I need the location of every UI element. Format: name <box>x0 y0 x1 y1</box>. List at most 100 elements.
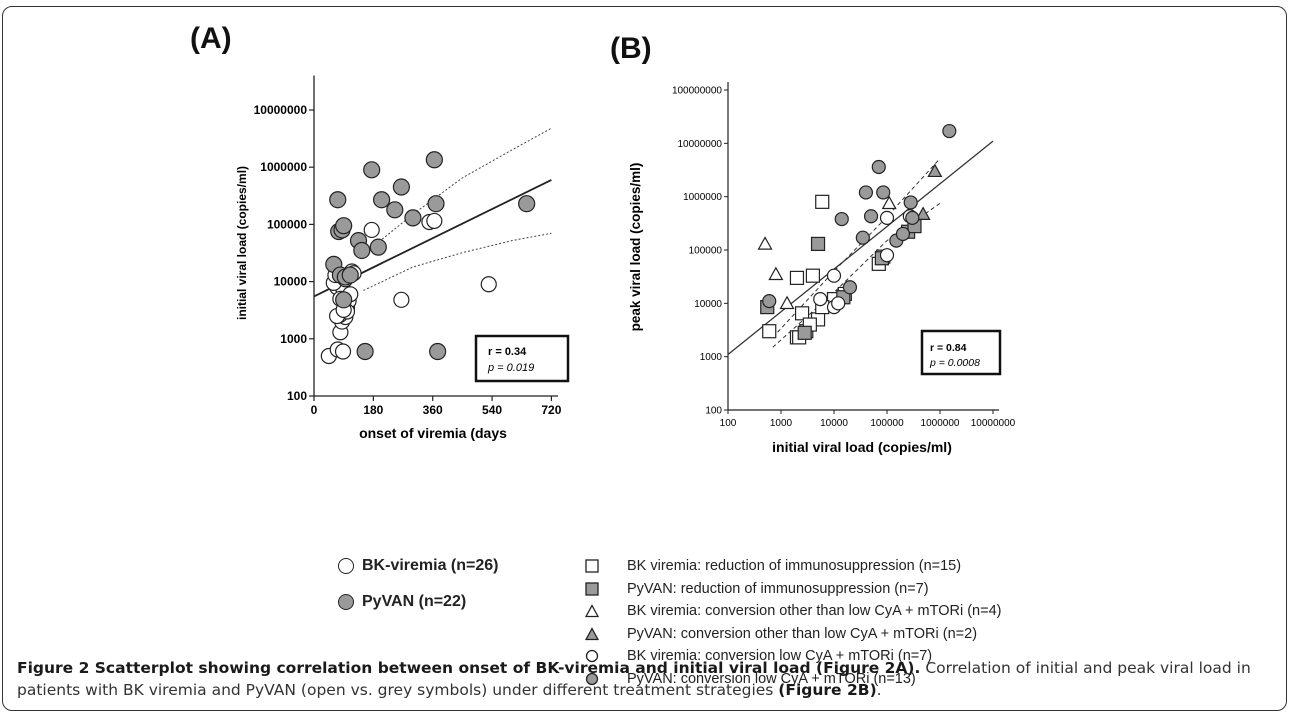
chart-a-point <box>392 178 410 196</box>
chart-b-point <box>942 123 957 139</box>
legend-a-label: BK-viremia (n=26) <box>362 557 499 574</box>
chart-a-point <box>372 191 391 209</box>
legend-b-label: PyVAN: conversion other than low CyA + m… <box>627 625 978 642</box>
chart-a-point <box>480 276 497 293</box>
chart-b-y-tick-label: 100000000 <box>672 86 722 97</box>
chart-a-xlabel: onset of viremia (days <box>359 425 507 441</box>
chart-a-point <box>363 161 381 179</box>
figure-frame <box>2 6 1287 711</box>
chart-a-x-tick-label: 180 <box>363 403 383 417</box>
chart-b-point <box>826 268 842 283</box>
chart-a-x-tick-label: 360 <box>423 403 443 417</box>
chart-a-stat-r: r = 0.34 <box>488 346 527 358</box>
chart-a-y-tick-label: 100000 <box>267 217 307 231</box>
chart-a-point <box>335 217 353 235</box>
chart-b-x-tick-label: 10000 <box>820 418 848 429</box>
chart-a-point <box>429 342 447 361</box>
chart-b-y-tick-label: 100 <box>705 406 722 417</box>
legend-b-item: PyVAN: reduction of immunosuppression (n… <box>585 578 1001 601</box>
legend-b-item: PyVAN: conversion other than low CyA + m… <box>585 623 1001 646</box>
chart-a-point <box>356 342 374 361</box>
chart-a-stat-p: p = 0.019 <box>487 362 534 374</box>
chart-a-point <box>386 201 404 219</box>
chart-b-point <box>797 325 812 340</box>
chart-b-point <box>768 266 784 281</box>
chart-b-x-tick-label: 100000 <box>870 418 904 429</box>
legend-b-label: PyVAN: reduction of immunosuppression (n… <box>627 580 929 597</box>
chart-b-stats-box <box>920 329 1002 376</box>
chart-b-point <box>805 268 821 283</box>
chart-a-y-tick-label: 10000 <box>274 275 308 289</box>
chart-b-point <box>762 294 777 309</box>
chart-b-point <box>815 194 830 209</box>
chart-a-y-tick-label: 1000 <box>280 332 307 346</box>
chart-b-point <box>813 292 828 307</box>
chart-a-point <box>404 209 422 227</box>
legend-a-item: PyVAN (n=22) <box>338 584 499 620</box>
caption-text-1: Correlation of initial and peak viral lo… <box>17 659 1251 699</box>
legend-b-item: BK viremia: reduction of immunosuppressi… <box>585 555 1001 578</box>
caption-bold-1: Figure 2 Scatterplot showing correlation… <box>17 659 921 677</box>
chart-a-point <box>363 221 380 239</box>
chart-b-point <box>905 210 920 225</box>
chart-a-point <box>334 343 352 360</box>
chart-a-point <box>369 238 387 256</box>
open-square-icon <box>585 559 599 573</box>
chart-b-xlabel: initial viral load (copies/ml) <box>772 439 952 455</box>
chart-b-y-tick-label: 100000 <box>689 246 723 257</box>
legend-a: BK-viremia (n=26) PyVAN (n=22) <box>338 548 499 620</box>
chart-a-point <box>341 266 359 284</box>
chart-b-point <box>879 210 895 225</box>
grey-circle-icon <box>338 594 354 610</box>
chart-a-point <box>393 291 410 308</box>
chart-b-point <box>762 324 777 339</box>
chart-a-point <box>329 191 347 209</box>
caption-text-2: . <box>876 681 882 699</box>
chart-b-point <box>876 185 891 200</box>
legend-b-label: BK viremia: reduction of immunosuppressi… <box>627 558 962 575</box>
chart-b-point <box>842 280 858 295</box>
open-circle-icon <box>338 558 354 574</box>
chart-b-point <box>858 185 874 200</box>
chart-b-y-tick-label: 10000 <box>694 299 722 310</box>
grey-square-icon <box>585 582 599 596</box>
chart-b-regression-line <box>727 140 994 355</box>
chart-a-point <box>426 212 443 230</box>
chart-b-x-tick-label: 10000000 <box>971 418 1016 429</box>
chart-b-point <box>895 226 911 242</box>
chart-b-y-tick-label: 1000 <box>700 352 723 363</box>
legend-b-label: BK viremia: conversion other than low Cy… <box>627 603 1002 620</box>
chart-b-point <box>789 270 805 285</box>
figure-caption: Figure 2 Scatterplot showing correlation… <box>17 657 1272 701</box>
chart-a-point <box>353 241 371 260</box>
chart-a-ci-upper <box>363 127 552 255</box>
chart-b-point <box>903 195 918 210</box>
chart-a-x-tick-label: 540 <box>482 403 502 417</box>
chart-b-ylabel: peak viral load (copies/ml) <box>628 163 643 332</box>
legend-a-item: BK-viremia (n=26) <box>338 548 499 584</box>
legend-b: BK viremia: reduction of immunosuppressi… <box>585 555 1001 690</box>
legend-b-item: BK viremia: conversion low CyA + mTORi (… <box>585 645 1001 668</box>
chart-b-point <box>810 236 826 252</box>
chart-a-ylabel: initial viral load (copies/ml) <box>235 166 249 320</box>
chart-a-point <box>518 195 536 213</box>
chart-b-point <box>794 306 810 321</box>
chart-b-point <box>779 295 795 310</box>
chart-b-x-tick-label: 1000000 <box>921 418 960 429</box>
chart-a-point <box>425 151 443 169</box>
chart-b-stat-r: r = 0.84 <box>930 342 967 354</box>
open-circle-icon <box>585 650 599 663</box>
chart-b-point <box>863 209 879 224</box>
chart-b-y-tick-label: 10000000 <box>678 139 723 150</box>
chart-a-x-tick-label: 0 <box>311 403 318 417</box>
chart-b-ci-lower <box>772 202 941 348</box>
chart-b-point <box>855 230 870 245</box>
legend-a-label: PyVAN (n=22) <box>362 593 467 610</box>
chart-a-point <box>427 195 445 213</box>
panel-b-label: (B) <box>610 32 652 65</box>
chart-b-point <box>881 195 897 210</box>
chart-b-y-tick-label: 1000000 <box>683 192 722 203</box>
chart-a-ci-lower <box>363 232 552 291</box>
